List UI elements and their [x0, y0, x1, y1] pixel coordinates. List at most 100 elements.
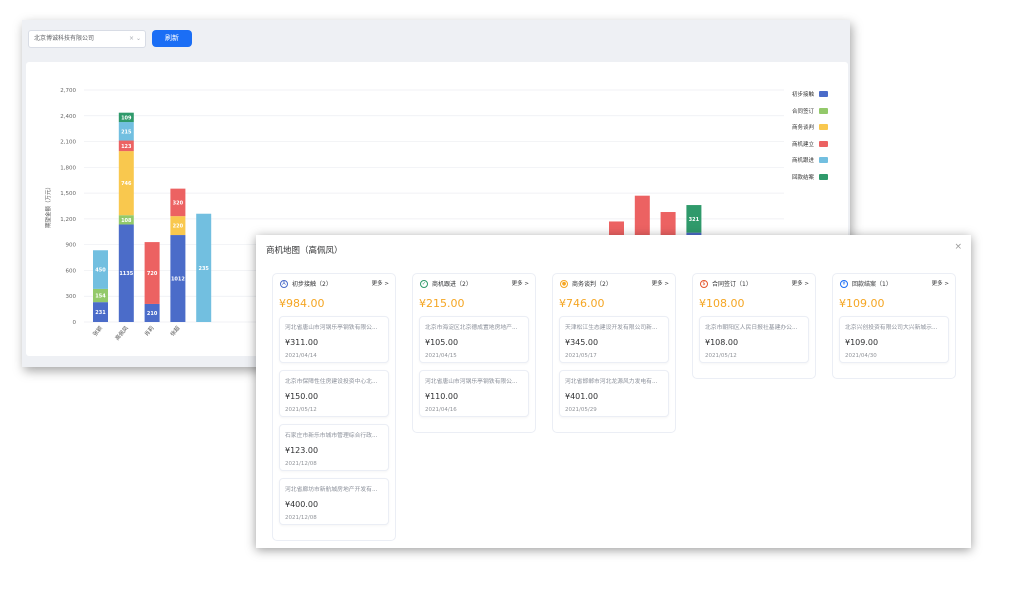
more-link[interactable]: 更多 > [511, 281, 529, 287]
opportunity-card[interactable]: 石家庄市新乐市城市管理综合行政... ¥123.00 2021/12/08 [279, 424, 389, 471]
card-customer-name: 河北省唐山市河钢乐亭钢铁有限公... [425, 379, 518, 385]
card-customer-name: 河北省邯郸市河北龙源风力发电有... [565, 379, 658, 385]
card-date: 2021/12/08 [285, 461, 317, 467]
stage-total: ¥984.00 [279, 297, 325, 310]
stage-column: $ 合同签订（1） 更多 > ¥108.00 北京市朝阳区人民日报社基建办公... ¥10… [692, 273, 816, 379]
data-label: 1012 [171, 277, 185, 283]
data-label: 123 [121, 144, 132, 150]
y-tick-label: 2,400 [60, 114, 76, 120]
opportunity-card[interactable]: 河北省邯郸市河北龙源风力发电有... ¥401.00 2021/05/29 [559, 370, 669, 417]
company-select[interactable]: 北京博诚科技有限公司 × ⌄ [28, 30, 146, 48]
card-amount: ¥123.00 [285, 446, 319, 455]
stage-icon: ✓ [420, 280, 428, 288]
bar-segment [118, 215, 134, 225]
dashboard-window: 北京博诚科技有限公司 × ⌄ 刷新 0 300 600 900 1,200 1,500 1,… [22, 20, 850, 367]
legend-label: 商机建立 [792, 141, 815, 148]
y-tick-label: 0 [73, 320, 77, 326]
y-tick-label: 1,200 [60, 217, 76, 223]
stage-name: 合同签订（1） [712, 281, 752, 288]
stage-icon: $ [700, 280, 708, 288]
legend-swatch [819, 157, 828, 163]
card-date: 2021/05/17 [565, 353, 597, 359]
legend-label: 初步接触 [792, 92, 815, 98]
column-header: ● 商务谈判（2） 更多 > [559, 274, 669, 294]
more-link[interactable]: 更多 > [791, 281, 809, 287]
refresh-button[interactable]: 刷新 [152, 30, 192, 47]
data-label: 1135 [119, 271, 133, 277]
card-amount: ¥345.00 [565, 338, 599, 347]
legend-item[interactable]: 回款结案 [792, 173, 828, 181]
legend-item[interactable]: 合同签订 [792, 107, 828, 115]
legend-item[interactable]: 商机跟进 [792, 156, 828, 164]
opportunity-card[interactable]: 河北省唐山市河钢乐亭钢铁有限公... ¥110.00 2021/04/16 [419, 370, 529, 417]
more-link[interactable]: 更多 > [651, 281, 669, 287]
bar-segment [170, 216, 186, 236]
data-label: 220 [173, 224, 184, 230]
clear-and-chevron-icon[interactable]: × ⌄ [129, 35, 141, 42]
data-label: 321 [689, 217, 700, 223]
opportunity-card[interactable]: 北京兴创投资有限公司大兴新城示... ¥109.00 2021/04/30 [839, 316, 949, 363]
bar-segment [93, 302, 108, 322]
x-tick-label: 肖莉 [142, 324, 156, 338]
stage-total: ¥215.00 [419, 297, 465, 310]
bar-segment [93, 288, 108, 303]
legend-item[interactable]: 商务谈判 [792, 123, 828, 131]
legend-swatch [819, 107, 828, 114]
card-date: 2021/05/12 [285, 407, 317, 413]
legend-label: 商机跟进 [792, 158, 815, 164]
stage-total: ¥109.00 [839, 297, 885, 310]
column-header: ¥ 回款结案（1） 更多 > [839, 274, 949, 294]
column-header: $ 合同签订（1） 更多 > [699, 274, 809, 294]
modal-title: 商机地图（高佩凤） [266, 246, 343, 256]
card-amount: ¥108.00 [705, 338, 739, 347]
more-link[interactable]: 更多 > [931, 281, 949, 287]
bar-segment [118, 224, 134, 322]
card-customer-name: 石家庄市新乐市城市管理综合行政... [285, 433, 378, 439]
opportunity-card[interactable]: 河北省唐山市河钢乐亭钢铁有限公... ¥311.00 2021/04/14 [279, 316, 389, 363]
card-customer-name: 北京兴创投资有限公司大兴新城示... [845, 325, 938, 331]
card-date: 2021/04/15 [425, 353, 457, 359]
card-date: 2021/05/29 [565, 407, 597, 413]
opportunity-card[interactable]: 河北省廊坊市新航城房地产开发有... ¥400.00 2021/12/08 [279, 478, 389, 525]
card-customer-name: 北京市保障性住房建设投资中心北... [285, 379, 378, 385]
legend-swatch [819, 173, 828, 180]
bar-segment [144, 242, 160, 304]
more-link[interactable]: 更多 > [371, 281, 389, 287]
stage-name: 商机跟进（2） [432, 281, 472, 288]
company-select-value: 北京博诚科技有限公司 [34, 35, 95, 42]
data-label: 154 [95, 294, 106, 300]
data-label: 235 [198, 266, 209, 272]
opportunity-card[interactable]: 北京市保障性住房建设投资中心北... ¥150.00 2021/05/12 [279, 370, 389, 417]
legend-item[interactable]: 商机建立 [792, 140, 828, 148]
card-date: 2021/04/30 [845, 353, 877, 359]
y-tick-label: 2,700 [60, 88, 76, 94]
stage-total: ¥108.00 [699, 297, 745, 310]
card-date: 2021/04/16 [425, 407, 457, 413]
x-tick-label: 张颖 [91, 324, 105, 338]
bar-segment [118, 140, 134, 152]
legend-label: 合同签订 [792, 108, 815, 115]
card-customer-name: 北京市海淀区北京德成置地房地产... [425, 325, 518, 331]
y-tick-label: 900 [66, 243, 77, 249]
bar-segment [118, 151, 134, 216]
column-header: A 初步接触（2） 更多 > [279, 274, 389, 294]
x-tick-label: 高佩凤 [113, 324, 130, 342]
legend-label: 回款结案 [792, 174, 815, 181]
bar-segment [686, 205, 702, 233]
data-label: 109 [121, 115, 132, 121]
y-tick-label: 300 [66, 294, 77, 300]
bar-segment [118, 122, 134, 141]
card-amount: ¥311.00 [285, 338, 319, 347]
data-label: 720 [147, 271, 158, 277]
y-tick-label: 1,500 [60, 191, 76, 197]
opportunity-card[interactable]: 北京市海淀区北京德成置地房地产... ¥105.00 2021/04/15 [419, 316, 529, 363]
opportunity-card[interactable]: 天津松江生态建设开发有限公司新... ¥345.00 2021/05/17 [559, 316, 669, 363]
legend-label: 商务谈判 [792, 125, 815, 131]
close-icon[interactable]: × [954, 242, 962, 252]
opportunity-card[interactable]: 北京市朝阳区人民日报社基建办公... ¥108.00 2021/05/12 [699, 316, 809, 363]
legend-item[interactable]: 初步接触 [792, 90, 828, 98]
card-date: 2021/12/08 [285, 515, 317, 521]
legend-swatch [819, 140, 828, 147]
card-customer-name: 北京市朝阳区人民日报社基建办公... [705, 325, 798, 331]
y-tick-label: 1,800 [60, 165, 76, 171]
